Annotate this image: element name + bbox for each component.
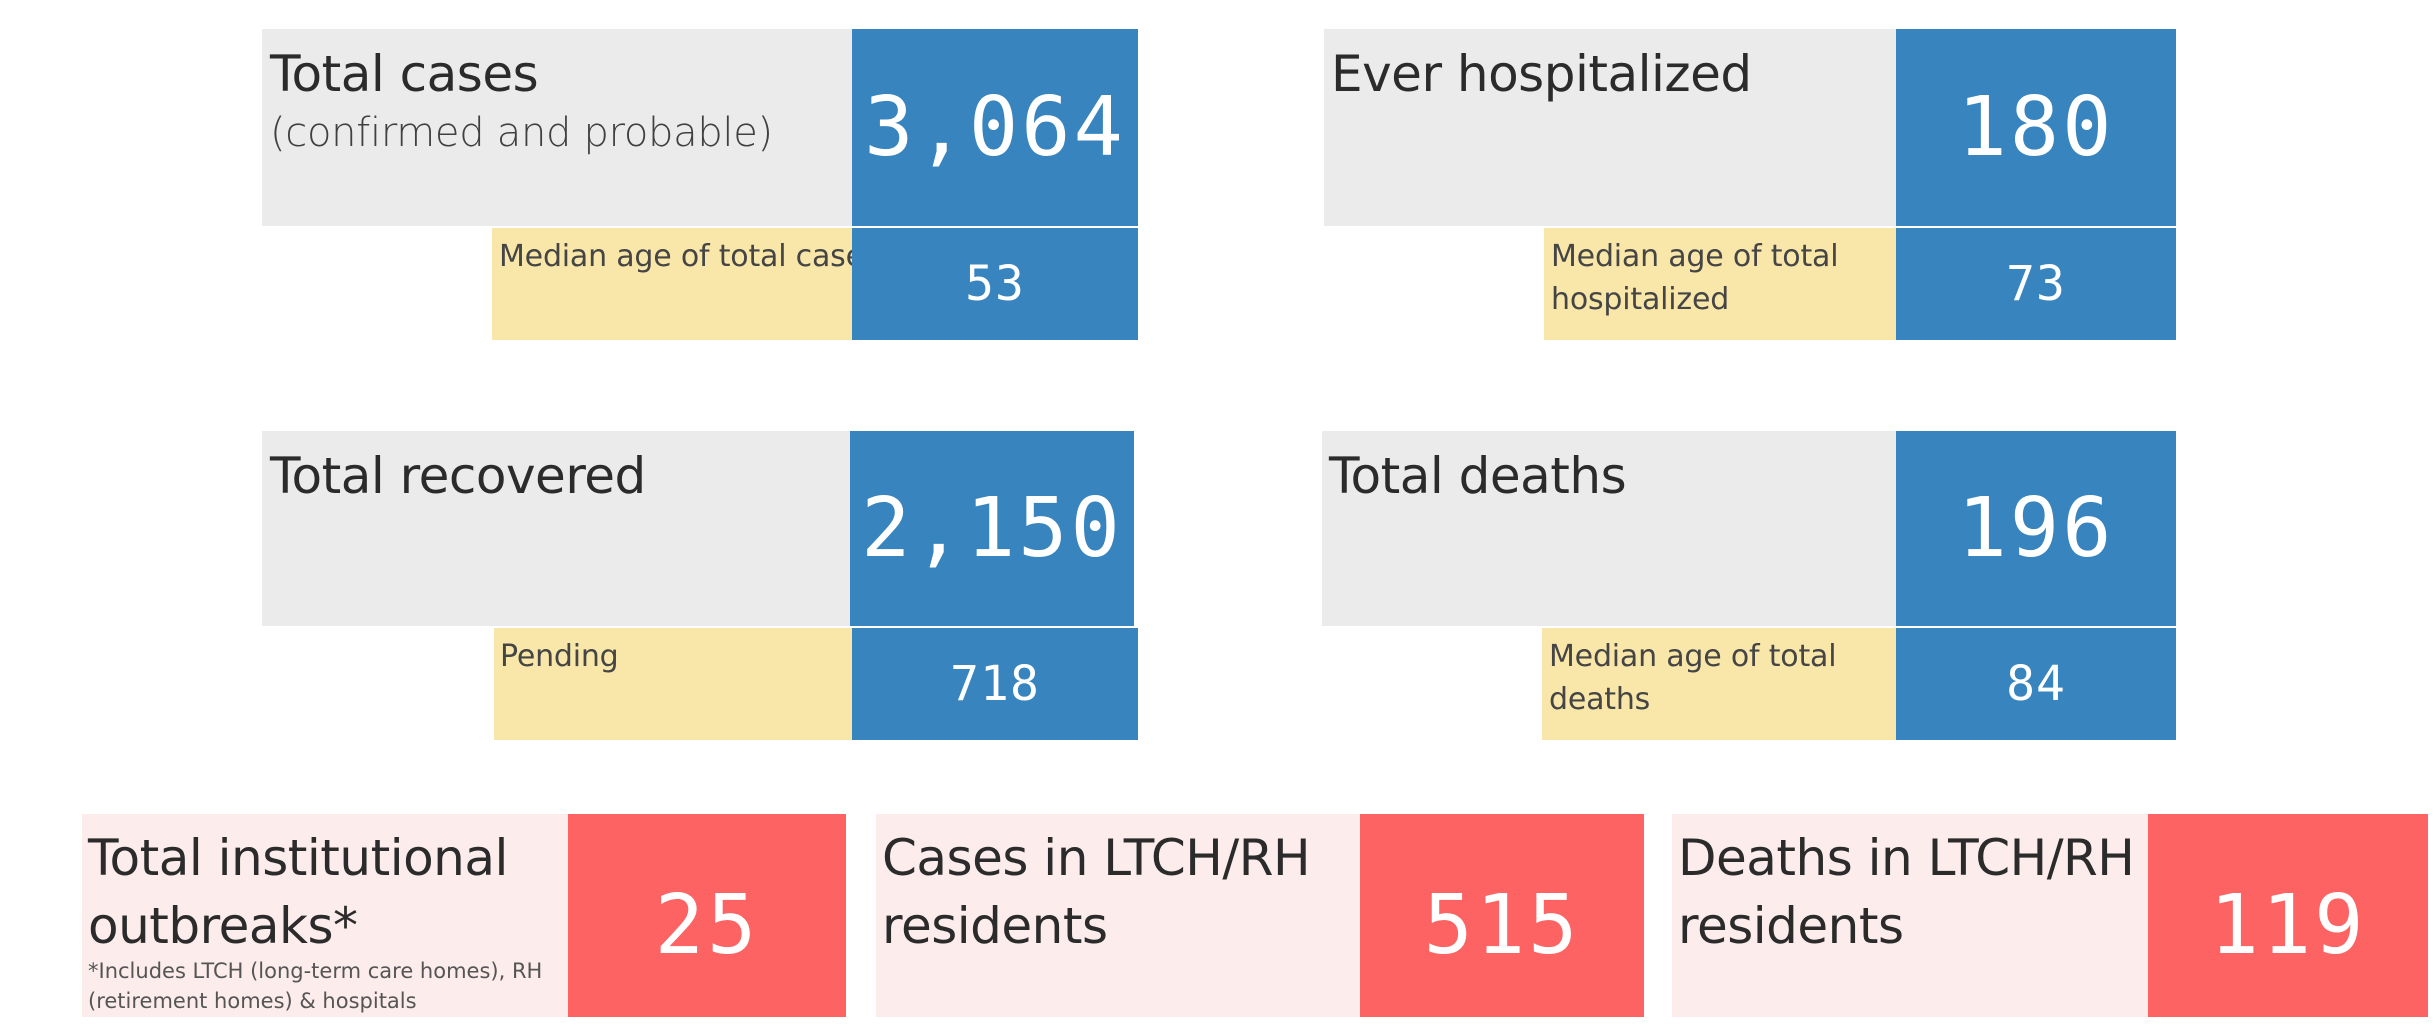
total-deaths-value: 196 [1896,431,2176,626]
ltch-cases-title-line1: Cases in LTCH/RH [882,829,1311,887]
total-deaths-median-label-line2: deaths [1549,682,1651,717]
pending-label: Pending [500,639,619,674]
total-cases-panel: Total cases (confirmed and probable) [262,29,852,226]
total-deaths-panel: Total deaths [1322,431,1896,626]
institutional-outbreaks-title-line1: Total institutional [88,829,508,887]
total-recovered-value: 2,150 [850,431,1134,626]
total-cases-value: 3,064 [852,29,1138,226]
ltch-deaths-panel: Deaths in LTCH/RH residents [1672,814,2148,1017]
ltch-cases-title-line2: residents [882,897,1108,955]
total-recovered-title: Total recovered [270,447,646,505]
institutional-outbreaks-title-line2: outbreaks* [88,897,358,955]
total-cases-median-panel: Median age of total cases [492,228,879,340]
total-deaths-median-label-line1: Median age of total [1549,639,1837,674]
total-recovered-panel: Total recovered [262,431,850,626]
total-deaths-title: Total deaths [1329,447,1627,505]
ever-hospitalized-title: Ever hospitalized [1331,45,1752,103]
ever-hospitalized-median-label-line2: hospitalized [1551,282,1730,317]
ever-hospitalized-median-panel: Median age of total hospitalized [1544,228,1896,340]
total-cases-median-label: Median age of total cases [499,239,880,274]
ltch-deaths-value: 119 [2148,814,2428,1017]
institutional-outbreaks-footnote-line2: (retirement homes) & hospitals [88,989,417,1013]
ltch-cases-panel: Cases in LTCH/RH residents [876,814,1360,1017]
total-cases-subtitle: (confirmed and probable) [270,110,773,156]
ever-hospitalized-panel: Ever hospitalized [1324,29,1896,226]
total-cases-median-value: 53 [852,228,1138,340]
total-deaths-median-panel: Median age of total deaths [1542,628,1896,740]
ever-hospitalized-median-label-line1: Median age of total [1551,239,1839,274]
institutional-outbreaks-footnote-line1: *Includes LTCH (long-term care homes), R… [88,959,543,983]
pending-panel: Pending [494,628,852,740]
ltch-deaths-title-line1: Deaths in LTCH/RH [1678,829,2135,887]
pending-value: 718 [852,628,1138,740]
ever-hospitalized-median-value: 73 [1896,228,2176,340]
total-deaths-median-value: 84 [1896,628,2176,740]
ever-hospitalized-value: 180 [1896,29,2176,226]
institutional-outbreaks-panel: Total institutional outbreaks* *Includes… [82,814,568,1017]
total-cases-title: Total cases [270,45,539,103]
ltch-cases-value: 515 [1360,814,1644,1017]
ltch-deaths-title-line2: residents [1678,897,1904,955]
institutional-outbreaks-value: 25 [568,814,846,1017]
